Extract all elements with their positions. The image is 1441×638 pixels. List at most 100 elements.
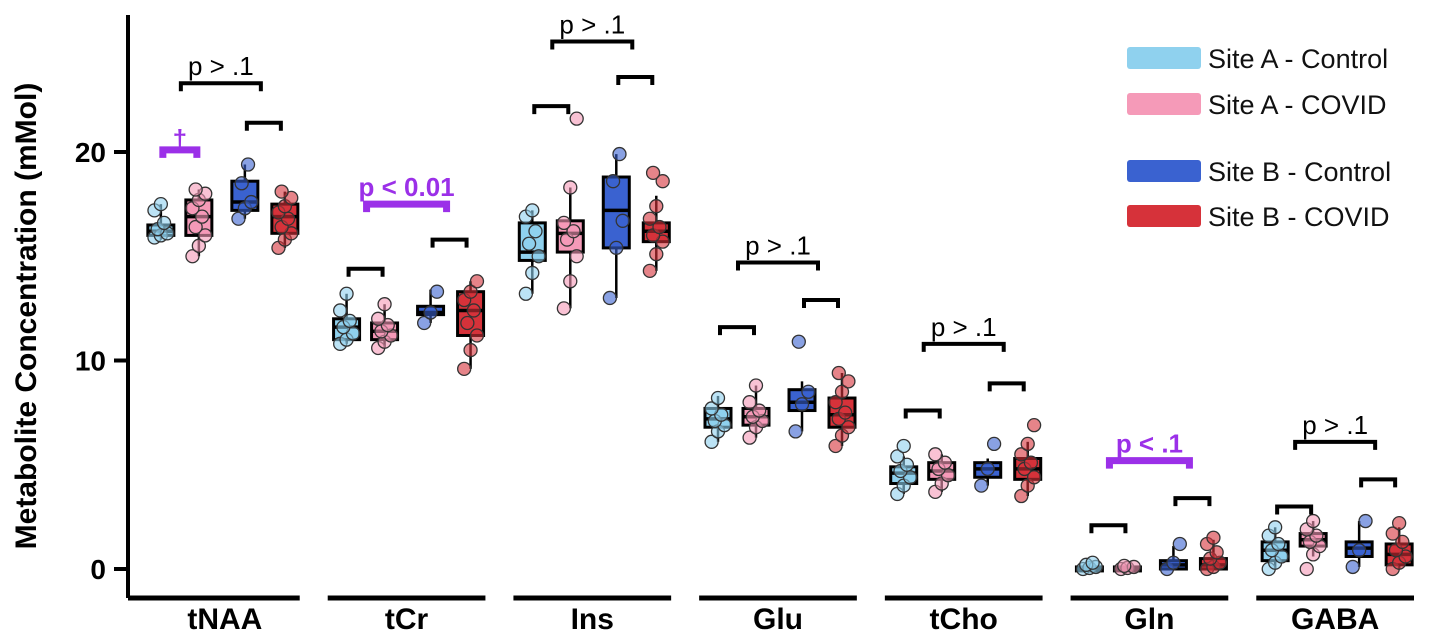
y-axis-label: Metabolite Concentration (mMol) — [10, 83, 43, 550]
data-point — [752, 403, 767, 418]
data-point — [605, 174, 621, 189]
box-tCho-1 — [927, 447, 957, 500]
data-point — [612, 146, 627, 162]
data-point — [240, 157, 256, 172]
significance-bracket — [802, 298, 840, 309]
data-point — [463, 284, 478, 299]
box-tNAA-3 — [270, 184, 300, 256]
data-point — [794, 397, 810, 412]
box-Gln-0 — [1074, 555, 1104, 577]
data-point — [1206, 530, 1221, 545]
significance-label: p > .1 — [745, 231, 811, 261]
data-point — [742, 395, 757, 410]
data-point — [1085, 555, 1100, 570]
box-tNAA-2 — [230, 157, 260, 226]
legend-item-1: Site A - COVID — [1127, 90, 1387, 120]
data-point — [521, 236, 537, 251]
data-point — [1299, 561, 1314, 577]
box-GABA-3 — [1384, 515, 1414, 577]
data-point — [710, 390, 726, 406]
data-point — [1172, 536, 1187, 552]
plot-area: 0 10 20 tNAA tCr Ins Glu tCho Gln GABA p > .1 † p < … — [75, 9, 1414, 636]
data-point — [423, 305, 438, 320]
data-point — [655, 174, 670, 189]
data-point — [457, 361, 472, 376]
bracket-line — [1293, 439, 1378, 450]
data-point — [234, 176, 249, 191]
data-point — [704, 434, 719, 449]
data-point — [1117, 558, 1132, 574]
data-point — [466, 303, 481, 318]
data-point — [834, 384, 850, 399]
box-Ins-2 — [601, 146, 631, 306]
significance-bracket: † — [159, 124, 201, 158]
data-point — [569, 111, 584, 126]
legend-item-0: Site A - Control — [1127, 44, 1388, 74]
bracket-line — [532, 104, 571, 115]
bracket-line — [178, 81, 263, 92]
bracket-line — [616, 74, 655, 85]
category-label: GABA — [1291, 603, 1379, 636]
data-point — [928, 447, 943, 462]
data-point — [1391, 515, 1407, 531]
data-point — [1026, 417, 1042, 433]
significance-label: † — [173, 124, 187, 154]
box-tCr-2 — [416, 284, 446, 331]
data-point — [556, 215, 572, 231]
bracket-line — [718, 325, 756, 336]
bracket-line — [430, 237, 469, 248]
category-label: Ins — [571, 603, 614, 636]
box-Glu-2 — [787, 334, 817, 439]
legend-swatch — [1127, 160, 1201, 182]
data-point — [609, 240, 624, 256]
category-label: tCr — [385, 603, 429, 636]
data-point — [556, 301, 572, 316]
significance-label: p > .1 — [559, 9, 625, 39]
data-point — [194, 209, 210, 224]
data-point — [937, 455, 953, 470]
data-point — [649, 247, 664, 262]
significance-label: p > .1 — [1302, 410, 1368, 440]
data-point — [185, 249, 200, 264]
legend-label: Site B - COVID — [1208, 202, 1390, 232]
box-GABA-2 — [1344, 513, 1374, 575]
bracket-line — [987, 381, 1026, 392]
data-point — [890, 449, 905, 464]
legend: Site A - Control Site A - COVID Site B - C… — [1127, 44, 1391, 232]
significance-bracket: p > .1 — [736, 231, 820, 271]
data-point — [652, 219, 667, 235]
significance-bracket — [1173, 496, 1212, 507]
data-point — [274, 184, 289, 199]
data-point — [188, 219, 203, 235]
bracket-line — [1089, 523, 1128, 534]
legend-swatch — [1127, 93, 1201, 115]
y-tick-label: 20 — [75, 137, 106, 168]
box-tCho-3 — [1013, 417, 1043, 504]
bracket-line — [903, 408, 942, 419]
data-point — [469, 328, 485, 343]
bracket-line — [1359, 477, 1398, 488]
data-point — [198, 228, 213, 243]
box-tNAA-1 — [184, 182, 214, 264]
data-point — [1026, 470, 1042, 485]
data-point — [1014, 447, 1029, 462]
significance-bracket: p > .1 — [550, 9, 635, 50]
data-point — [417, 315, 432, 331]
box-tCho-2 — [973, 436, 1003, 493]
significance-bracket — [244, 120, 283, 131]
legend-item-2: Site B - Control — [1127, 157, 1391, 187]
box-Gln-3 — [1198, 530, 1228, 577]
data-point — [333, 303, 348, 318]
y-tick-label: 0 — [90, 554, 106, 585]
box-GABA-0 — [1260, 520, 1290, 577]
bracket-line — [802, 298, 840, 309]
data-point — [525, 265, 540, 281]
data-point — [645, 165, 661, 181]
category-label: Gln — [1124, 603, 1174, 636]
data-point — [974, 478, 989, 493]
data-point — [1267, 520, 1283, 535]
significance-bracket: p < .1 — [1105, 429, 1193, 469]
significance-bracket: p > .1 — [178, 51, 263, 92]
box-tCho-0 — [889, 438, 919, 502]
bracket-line — [1275, 504, 1314, 515]
